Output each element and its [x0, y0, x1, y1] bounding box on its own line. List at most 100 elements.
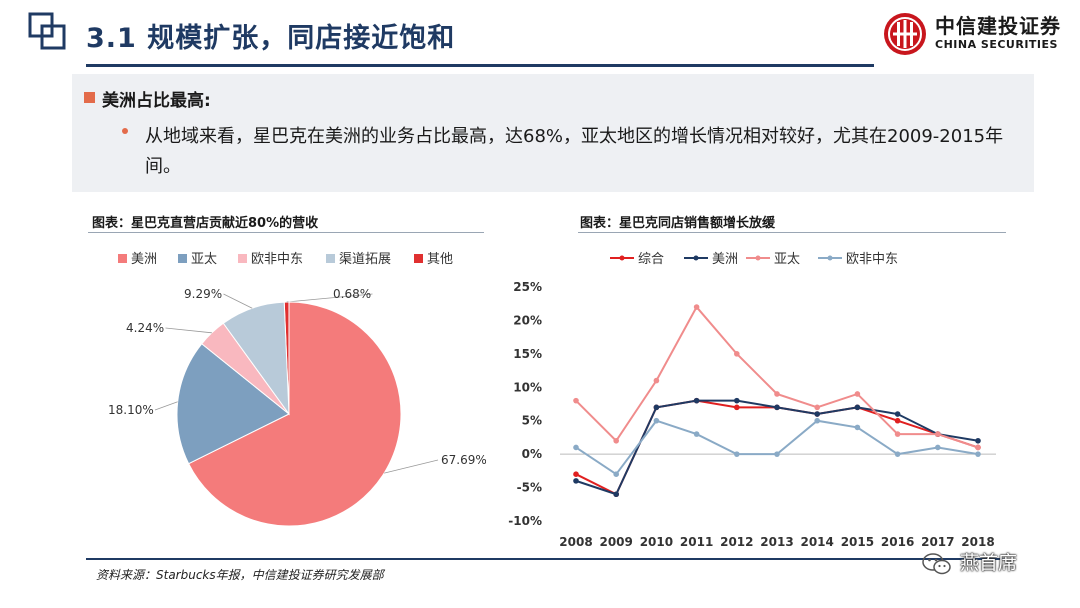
series-point [894, 411, 901, 417]
y-tick-label: 5% [522, 414, 542, 428]
series-point [935, 444, 941, 451]
x-tick-label: 2010 [640, 535, 673, 549]
series-point [734, 397, 740, 404]
series-point [613, 491, 619, 498]
pie-data-label: 4.24% [126, 321, 164, 335]
line-legend-label: 综合 [638, 252, 664, 267]
x-tick-label: 2008 [559, 535, 592, 549]
source-note: 资料来源：Starbucks年报，中信建投证券研究发展部 [96, 568, 384, 582]
title-divider [86, 64, 874, 67]
x-tick-label: 2014 [800, 535, 833, 549]
pie-leader-line [223, 293, 253, 309]
x-tick-label: 2012 [720, 535, 753, 549]
x-tick-label: 2018 [961, 535, 994, 549]
pie-leader-line [154, 401, 178, 411]
series-point [975, 444, 981, 451]
pie-chart-title: 图表：星巴克直营店贡献近80%的营收 [92, 216, 319, 231]
series-point [734, 451, 740, 457]
series-point [613, 437, 619, 444]
brand-logo: 中信建投证券 CHINA SECURITIES [883, 10, 1073, 56]
y-tick-label: 10% [513, 380, 542, 394]
bullet-dot-icon [122, 128, 128, 134]
series-point [653, 417, 660, 424]
line-legend-label: 美洲 [712, 252, 738, 267]
pie-legend-label: 欧非中东 [251, 252, 303, 267]
brand-name-cn: 中信建投证券 [935, 14, 1061, 38]
heading-square-icon [84, 92, 95, 103]
x-tick-label: 2017 [921, 535, 954, 549]
store-revenue-pie-chart: 美洲 亚太 欧非中东 渠道拓展 其他 0.68% 67.69% 18.10% 4.24% 9.29… [108, 252, 486, 527]
pie-legend-swatch [118, 254, 127, 263]
series-point [894, 417, 901, 424]
line-legend-marker [755, 255, 761, 261]
x-tick-label: 2016 [881, 535, 914, 549]
series-point [935, 431, 941, 437]
series-line [575, 419, 979, 476]
y-tick-label: 20% [513, 313, 542, 327]
series-point [734, 351, 740, 357]
series-point [734, 404, 740, 411]
pie-legend-swatch [414, 254, 423, 263]
x-tick-label: 2011 [680, 535, 713, 549]
pie-data-label: 18.10% [108, 403, 154, 417]
series-point [573, 444, 579, 451]
pie-legend-swatch [326, 254, 335, 263]
pie-leader-line [286, 293, 373, 303]
series-point [573, 397, 579, 404]
series-point [693, 397, 700, 404]
summary-heading-text: 美洲占比最高: [102, 91, 211, 111]
series-point [814, 404, 820, 411]
series-point [894, 451, 901, 457]
pie-legend-swatch [178, 254, 187, 263]
series-point [814, 411, 820, 417]
series-point [854, 404, 861, 411]
watermark-text: 燕首席 [960, 552, 1018, 574]
pie-leader-line [384, 459, 439, 474]
footer-divider [86, 558, 1006, 560]
y-tick-label: -10% [508, 514, 542, 528]
pie-legend-swatch [238, 254, 247, 263]
series-point [774, 391, 780, 397]
series-point [573, 478, 579, 484]
summary-panel [72, 74, 1034, 192]
series-point [854, 391, 861, 397]
line-legend-label: 亚太 [774, 252, 800, 267]
line-legend-marker [827, 255, 833, 261]
x-tick-label: 2013 [760, 535, 793, 549]
series-point [613, 471, 619, 477]
pie-leader-line [165, 327, 212, 334]
x-tick-label: 2015 [841, 535, 874, 549]
pie-legend-label: 其他 [427, 252, 453, 267]
pie-title-divider [88, 232, 484, 233]
y-tick-label: 0% [522, 447, 542, 461]
series-point [814, 417, 820, 424]
series-point [653, 377, 660, 384]
series-point [774, 451, 780, 457]
series-point [693, 431, 700, 437]
brand-name-en: CHINA SECURITIES [935, 38, 1058, 51]
line-legend-label: 欧非中东 [846, 252, 898, 267]
line-legend-marker [693, 255, 699, 261]
series-point [573, 471, 579, 477]
y-tick-label: 15% [513, 347, 542, 361]
slide-logo-icon [28, 12, 66, 50]
pie-slice [187, 301, 402, 527]
pie-slice [176, 343, 290, 465]
series-point [975, 437, 981, 444]
line-chart-title: 图表：星巴克同店销售额增长放缓 [580, 216, 776, 231]
y-tick-label: -5% [517, 481, 542, 495]
pie-data-label: 0.68% [333, 287, 371, 301]
series-point [975, 451, 981, 457]
pie-legend-label: 亚太 [191, 252, 217, 267]
line-legend-marker [619, 255, 625, 261]
slide-title: 3.1 规模扩张，同店接近饱和 [86, 23, 456, 54]
line-title-divider [578, 232, 1006, 233]
series-point [693, 304, 700, 310]
same-store-sales-line-chart: 综合 美洲 亚太 欧非中东 -10% -5% 0% 5% 10% 15% 20% 25% 2008 200… [508, 252, 996, 549]
pie-data-label: 67.69% [441, 453, 486, 467]
y-tick-label: 25% [513, 280, 542, 294]
pie-legend-label: 美洲 [131, 252, 157, 267]
series-point [854, 424, 861, 431]
series-point [774, 404, 780, 411]
summary-bullet-text: 从地域来看，星巴克在美洲的业务占比最高，达68%，亚太地区的增长情况相对较好，尤… [145, 126, 1004, 177]
